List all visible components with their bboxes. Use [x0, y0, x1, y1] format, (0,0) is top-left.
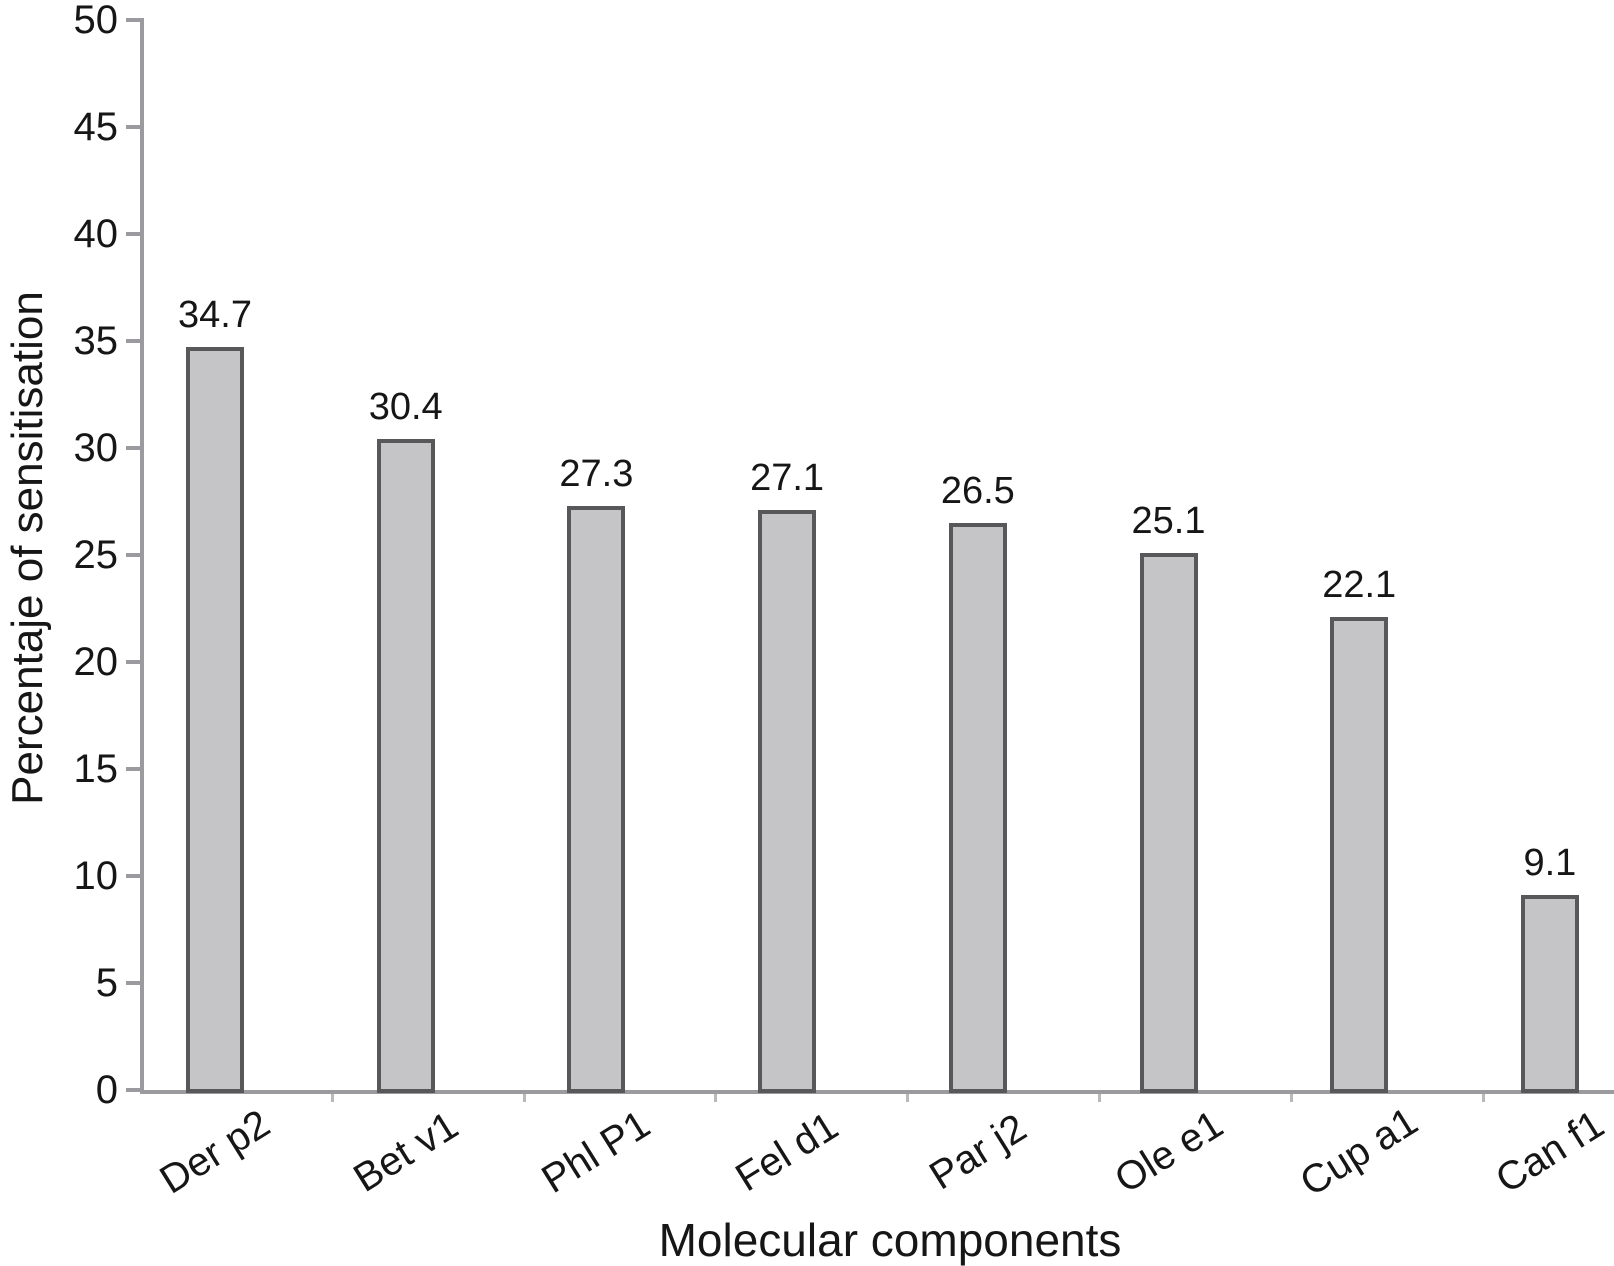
x-tick-mark [1481, 1094, 1485, 1102]
bar-value-label: 22.1 [1322, 564, 1397, 607]
bar-fel-d1 [758, 510, 817, 1093]
x-tick-mark [1098, 1094, 1101, 1102]
x-tick-label: Bet v1 [345, 1103, 466, 1201]
bar-can-f1 [1520, 895, 1579, 1093]
y-tick-label: 45 [73, 105, 119, 149]
bar-value-label: 30.4 [368, 386, 443, 429]
y-tick-mark [126, 125, 140, 129]
x-tick-label: Fel d1 [728, 1103, 846, 1201]
bar-phl-p1 [567, 505, 626, 1093]
y-tick-label: 5 [95, 961, 118, 1005]
x-tick-label: Can f1 [1488, 1102, 1612, 1202]
y-tick-label: 30 [73, 426, 119, 470]
bar-der-p2 [186, 347, 244, 1093]
bar-value-label: 26.5 [940, 469, 1015, 512]
bar-value-label: 9.1 [1523, 842, 1577, 885]
x-tick-mark [1289, 1094, 1293, 1102]
bar-value-label: 27.1 [750, 457, 825, 500]
y-tick-mark [126, 660, 140, 664]
y-tick-mark [126, 1088, 140, 1092]
y-tick-label: 0 [95, 1068, 118, 1112]
y-tick-mark [126, 446, 140, 450]
bar-value-label: 27.3 [559, 452, 634, 495]
x-tick-label: Der p2 [152, 1101, 278, 1203]
y-tick-label: 25 [73, 533, 119, 577]
y-tick-mark [126, 339, 140, 343]
x-tick-mark [906, 1094, 910, 1102]
bar-bet-v1 [376, 439, 435, 1093]
x-tick-label: Cup a1 [1292, 1099, 1426, 1205]
y-tick-label: 20 [73, 640, 119, 684]
y-tick-mark [126, 18, 140, 22]
x-tick-label: Par j2 [921, 1105, 1034, 1199]
y-tick-mark [126, 874, 140, 878]
x-axis-line [140, 1090, 1614, 1094]
x-tick-label: Ole e1 [1106, 1102, 1231, 1202]
y-tick-label: 10 [73, 854, 119, 898]
y-tick-mark [126, 232, 140, 236]
y-tick-label: 40 [73, 212, 119, 256]
x-tick-mark [330, 1094, 334, 1102]
bar-par-j2 [948, 522, 1007, 1093]
y-tick-mark [126, 981, 140, 985]
y-axis-line [140, 18, 144, 1094]
x-tick-label: Phl P1 [534, 1102, 659, 1202]
x-tick-mark [714, 1094, 718, 1102]
x-tick-mark [522, 1094, 526, 1102]
y-tick-label: 50 [73, 0, 119, 42]
y-tick-mark [126, 553, 140, 557]
bar-value-label: 25.1 [1131, 499, 1206, 542]
y-tick-mark [126, 767, 140, 771]
bar-cup-a1 [1330, 617, 1389, 1093]
y-tick-label: 15 [73, 747, 119, 791]
y-tick-label: 35 [73, 319, 119, 363]
bar-ole-e1 [1139, 552, 1198, 1093]
x-axis-title: Molecular components [658, 1214, 1122, 1266]
bar-value-label: 34.7 [178, 294, 252, 337]
